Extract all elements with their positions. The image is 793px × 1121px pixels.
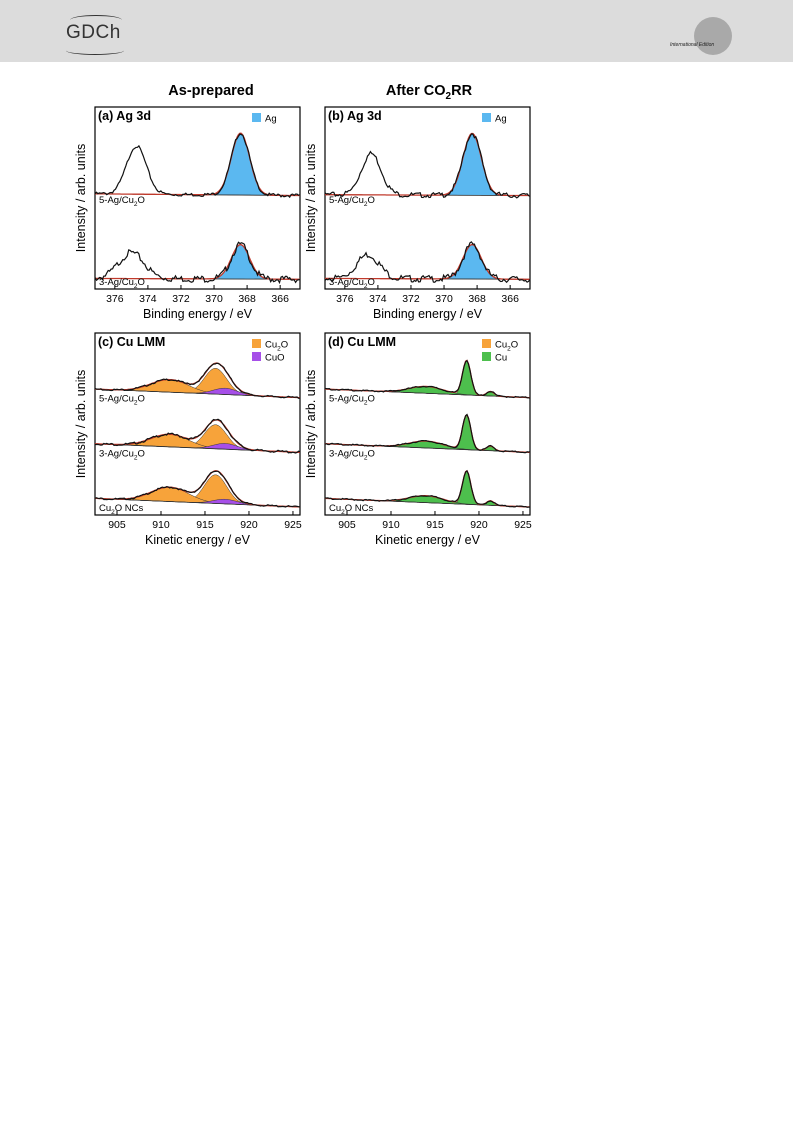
sample-label: 5-Ag/Cu2O [329, 394, 375, 407]
y-axis-label: Intensity / arb. units [74, 370, 88, 478]
series-1: 3-Ag/Cu2O [324, 413, 531, 461]
series-0: 5-Ag/Cu2O [324, 132, 531, 208]
page-header: GDCh International Edition [0, 0, 793, 62]
data-trace [324, 413, 531, 454]
panel-label: (d) Cu LMM [328, 335, 396, 349]
x-tick-label: 370 [205, 293, 223, 305]
x-tick-label: 915 [426, 519, 444, 531]
data-trace [324, 133, 531, 199]
x-tick-label: 376 [336, 293, 354, 305]
x-tick-label: 920 [240, 519, 258, 531]
panel-label: (c) Cu LMM [98, 335, 165, 349]
edition-label: International Edition [670, 42, 715, 48]
x-tick-label: 374 [139, 293, 157, 305]
x-tick-label: 910 [382, 519, 400, 531]
x-tick-label: 366 [271, 293, 289, 305]
x-tick-label: 372 [172, 293, 190, 305]
fit-envelope [325, 244, 530, 280]
column-title-after-co2rr: After CO2RR [386, 83, 473, 102]
panel-d: 5-Ag/Cu2O 3-Ag/Cu2O Cu2O NCs (d) Cu LMM Cu2O… [304, 332, 532, 547]
legend-label: CuO [265, 353, 285, 364]
data-trace [324, 359, 531, 399]
x-tick-label: 368 [468, 293, 486, 305]
sample-label: Cu2O NCs [99, 503, 144, 516]
x-tick-label: 368 [238, 293, 256, 305]
sample-label: 3-Ag/Cu2O [329, 448, 375, 461]
sample-label: 5-Ag/Cu2O [329, 195, 375, 208]
sample-label: Cu2O NCs [329, 503, 374, 516]
series-2: Cu2O NCs [324, 469, 531, 516]
x-axis-label: Binding energy / eV [373, 307, 483, 321]
legend-swatch [482, 352, 491, 361]
x-tick-label: 376 [106, 293, 124, 305]
data-trace [94, 470, 301, 508]
legend-swatch [252, 339, 261, 348]
x-tick-label: 915 [196, 519, 214, 531]
x-tick-label: 910 [152, 519, 170, 531]
chart-panels: 5-Ag/Cu2O 3-Ag/Cu2O (a) Ag 3d Ag 376 374 372 37… [74, 106, 532, 547]
legend-swatch [252, 352, 261, 361]
x-tick-label: 905 [108, 519, 126, 531]
plot-frame [94, 106, 301, 290]
x-axis-label: Binding energy / eV [143, 307, 253, 321]
legend-swatch [482, 113, 491, 122]
x-tick-label: 905 [338, 519, 356, 531]
panel-a: 5-Ag/Cu2O 3-Ag/Cu2O (a) Ag 3d Ag 376 374 372 37… [74, 106, 301, 321]
legend-label: Cu2O [495, 340, 518, 353]
x-tick-label: 370 [435, 293, 453, 305]
series-2: Cu2O NCs [94, 470, 301, 516]
y-axis-label: Intensity / arb. units [74, 144, 88, 252]
legend-swatch [482, 339, 491, 348]
legend-label: Ag [495, 114, 507, 125]
x-tick-label: 925 [514, 519, 532, 531]
data-trace [94, 362, 301, 399]
series-1: 3-Ag/Cu2O [94, 241, 301, 290]
data-trace [324, 241, 531, 284]
edition-badge [694, 17, 732, 55]
sample-label: 5-Ag/Cu2O [99, 195, 145, 208]
legend-label: Ag [265, 114, 277, 125]
series-0: 5-Ag/Cu2O [324, 359, 531, 407]
gdch-logo: GDCh [66, 15, 124, 55]
legend-swatch [252, 113, 261, 122]
y-axis-label: Intensity / arb. units [304, 144, 318, 252]
data-trace [325, 469, 531, 508]
sample-label: 5-Ag/Cu2O [99, 394, 145, 407]
gdch-logo-text: GDCh [66, 22, 121, 43]
panel-b: 5-Ag/Cu2O 3-Ag/Cu2O (b) Ag 3d Ag 376 374 372 37… [304, 106, 531, 321]
sample-label: 3-Ag/Cu2O [99, 448, 145, 461]
data-trace [94, 241, 301, 285]
xps-figure: As-prepared After CO2RR 5-Ag/Cu2O 3-Ag/Cu… [74, 83, 532, 547]
panel-label: (a) Ag 3d [98, 109, 151, 123]
sample-label: 3-Ag/Cu2O [99, 277, 145, 290]
x-axis-label: Kinetic energy / eV [145, 533, 251, 547]
data-trace [94, 133, 301, 199]
series-0: 5-Ag/Cu2O [94, 132, 301, 208]
series-1: 3-Ag/Cu2O [94, 418, 301, 461]
x-tick-label: 925 [284, 519, 302, 531]
column-title-as-prepared: As-prepared [168, 83, 253, 99]
panel-c: 5-Ag/Cu2O 3-Ag/Cu2O Cu2O NCs (c) Cu LMM Cu2O… [74, 332, 302, 547]
data-trace [95, 418, 301, 454]
x-axis-label: Kinetic energy / eV [375, 533, 481, 547]
sample-label: 3-Ag/Cu2O [329, 277, 375, 290]
panel-label: (b) Ag 3d [328, 109, 382, 123]
legend-label: Cu2O [265, 340, 288, 353]
series-1: 3-Ag/Cu2O [324, 241, 531, 290]
legend-label: Cu [495, 353, 507, 364]
plot-frame [324, 332, 531, 516]
x-tick-label: 366 [501, 293, 519, 305]
plot-frame [94, 332, 301, 516]
series-0: 5-Ag/Cu2O [94, 362, 301, 407]
x-tick-label: 372 [402, 293, 420, 305]
x-tick-label: 374 [369, 293, 387, 305]
x-tick-label: 920 [470, 519, 488, 531]
y-axis-label: Intensity / arb. units [304, 370, 318, 478]
